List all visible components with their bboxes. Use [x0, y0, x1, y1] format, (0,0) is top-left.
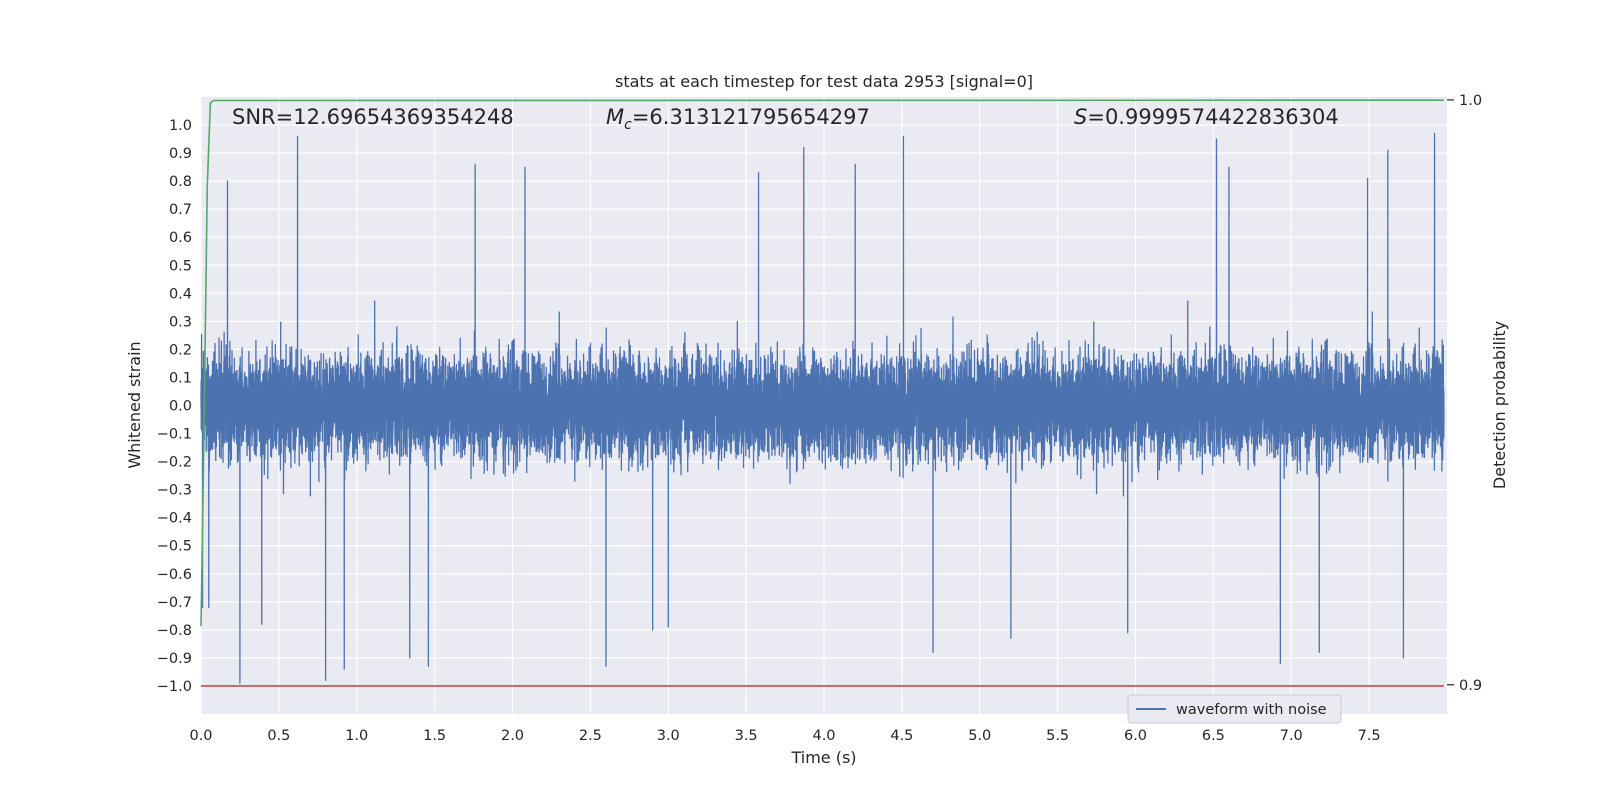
x-tick-label: 3.0 [657, 728, 680, 744]
y-tick-label: −0.6 [157, 567, 192, 583]
x-tick-label: 5.5 [1046, 728, 1069, 744]
x-tick-label: 4.5 [890, 728, 913, 744]
mc-symbol: M [606, 105, 624, 129]
y2-axis: 1.0 0.9 [1447, 93, 1482, 694]
y-tick-label: −1.0 [157, 679, 192, 695]
s-annotation: S=0.9999574422836304 [1074, 105, 1339, 129]
y2-axis-label: Detection probability [1490, 321, 1509, 489]
x-tick-label: 4.0 [812, 728, 835, 744]
y-tick-label: −0.4 [157, 511, 192, 527]
x-tick-label: 2.5 [579, 728, 602, 744]
x-tick-label: 0.5 [267, 728, 290, 744]
legend-box [1127, 694, 1342, 724]
y-axis: 1.0 0.9 0.8 0.7 0.6 0.5 0.4 0.3 0.2 0.1 0.0 −0.1 −0.… [157, 118, 192, 695]
x-tick-label: 1.0 [345, 728, 368, 744]
x-tick-label: 7.0 [1280, 728, 1303, 744]
y-tick-label: −0.9 [157, 651, 192, 667]
y2-tick-label: 1.0 [1459, 93, 1482, 109]
y-tick-label: 0.4 [169, 286, 192, 302]
x-tick-label: 1.5 [423, 728, 446, 744]
y-tick-label: −0.3 [157, 483, 192, 499]
x-tick-label: 6.0 [1124, 728, 1147, 744]
mc-annotation: Mc=6.313121795654297 [606, 105, 870, 133]
x-tick-label: 6.5 [1202, 728, 1225, 744]
x-tick-label: 3.5 [735, 728, 758, 744]
y-tick-label: 1.0 [169, 118, 192, 134]
x-tick-label: 5.0 [968, 728, 991, 744]
y-tick-label: 0.1 [169, 370, 192, 386]
y-tick-label: 0.3 [169, 314, 192, 330]
series-layer [200, 99, 1445, 687]
y-tick-label: 0.0 [169, 399, 192, 415]
x-tick-label: 7.5 [1358, 728, 1381, 744]
y-tick-label: 0.9 [169, 146, 192, 162]
x-axis: 0.0 0.5 1.0 1.5 2.0 2.5 3.0 3.5 4.0 4.5 5.0 5.5 6.0 6… [189, 728, 1380, 744]
x-tick-label: 0.0 [189, 728, 212, 744]
chart-title: stats at each timestep for test data 295… [615, 72, 1033, 91]
y-tick-label: 0.2 [169, 342, 192, 358]
series-waveform-with-noise [200, 132, 1445, 684]
y-tick-label: 0.5 [169, 258, 192, 274]
y-tick-label: −0.7 [157, 595, 192, 611]
legend: waveform with noise [1127, 694, 1342, 724]
series-detection-probability [200, 99, 1444, 627]
s-symbol: S [1074, 105, 1087, 129]
mc-subscript: c [624, 117, 632, 133]
y-tick-label: 0.6 [169, 230, 192, 246]
y2-tick-label: 0.9 [1459, 678, 1482, 694]
y-tick-label: −0.1 [157, 427, 192, 443]
y-tick-label: −0.8 [157, 623, 192, 639]
y-tick-label: 0.7 [169, 202, 192, 218]
mc-value: =6.313121795654297 [632, 105, 870, 129]
s-value: =0.9999574422836304 [1087, 105, 1338, 129]
y-axis-label: Whitened strain [125, 341, 144, 468]
x-tick-label: 2.0 [501, 728, 524, 744]
x-axis-label: Time (s) [790, 748, 856, 767]
y-tick-label: 0.8 [169, 174, 192, 190]
y-tick-label: −0.2 [157, 455, 192, 471]
snr-annotation: SNR=12.69654369354248 [232, 105, 514, 129]
legend-label: waveform with noise [1176, 702, 1327, 718]
y-tick-label: −0.5 [157, 539, 192, 555]
